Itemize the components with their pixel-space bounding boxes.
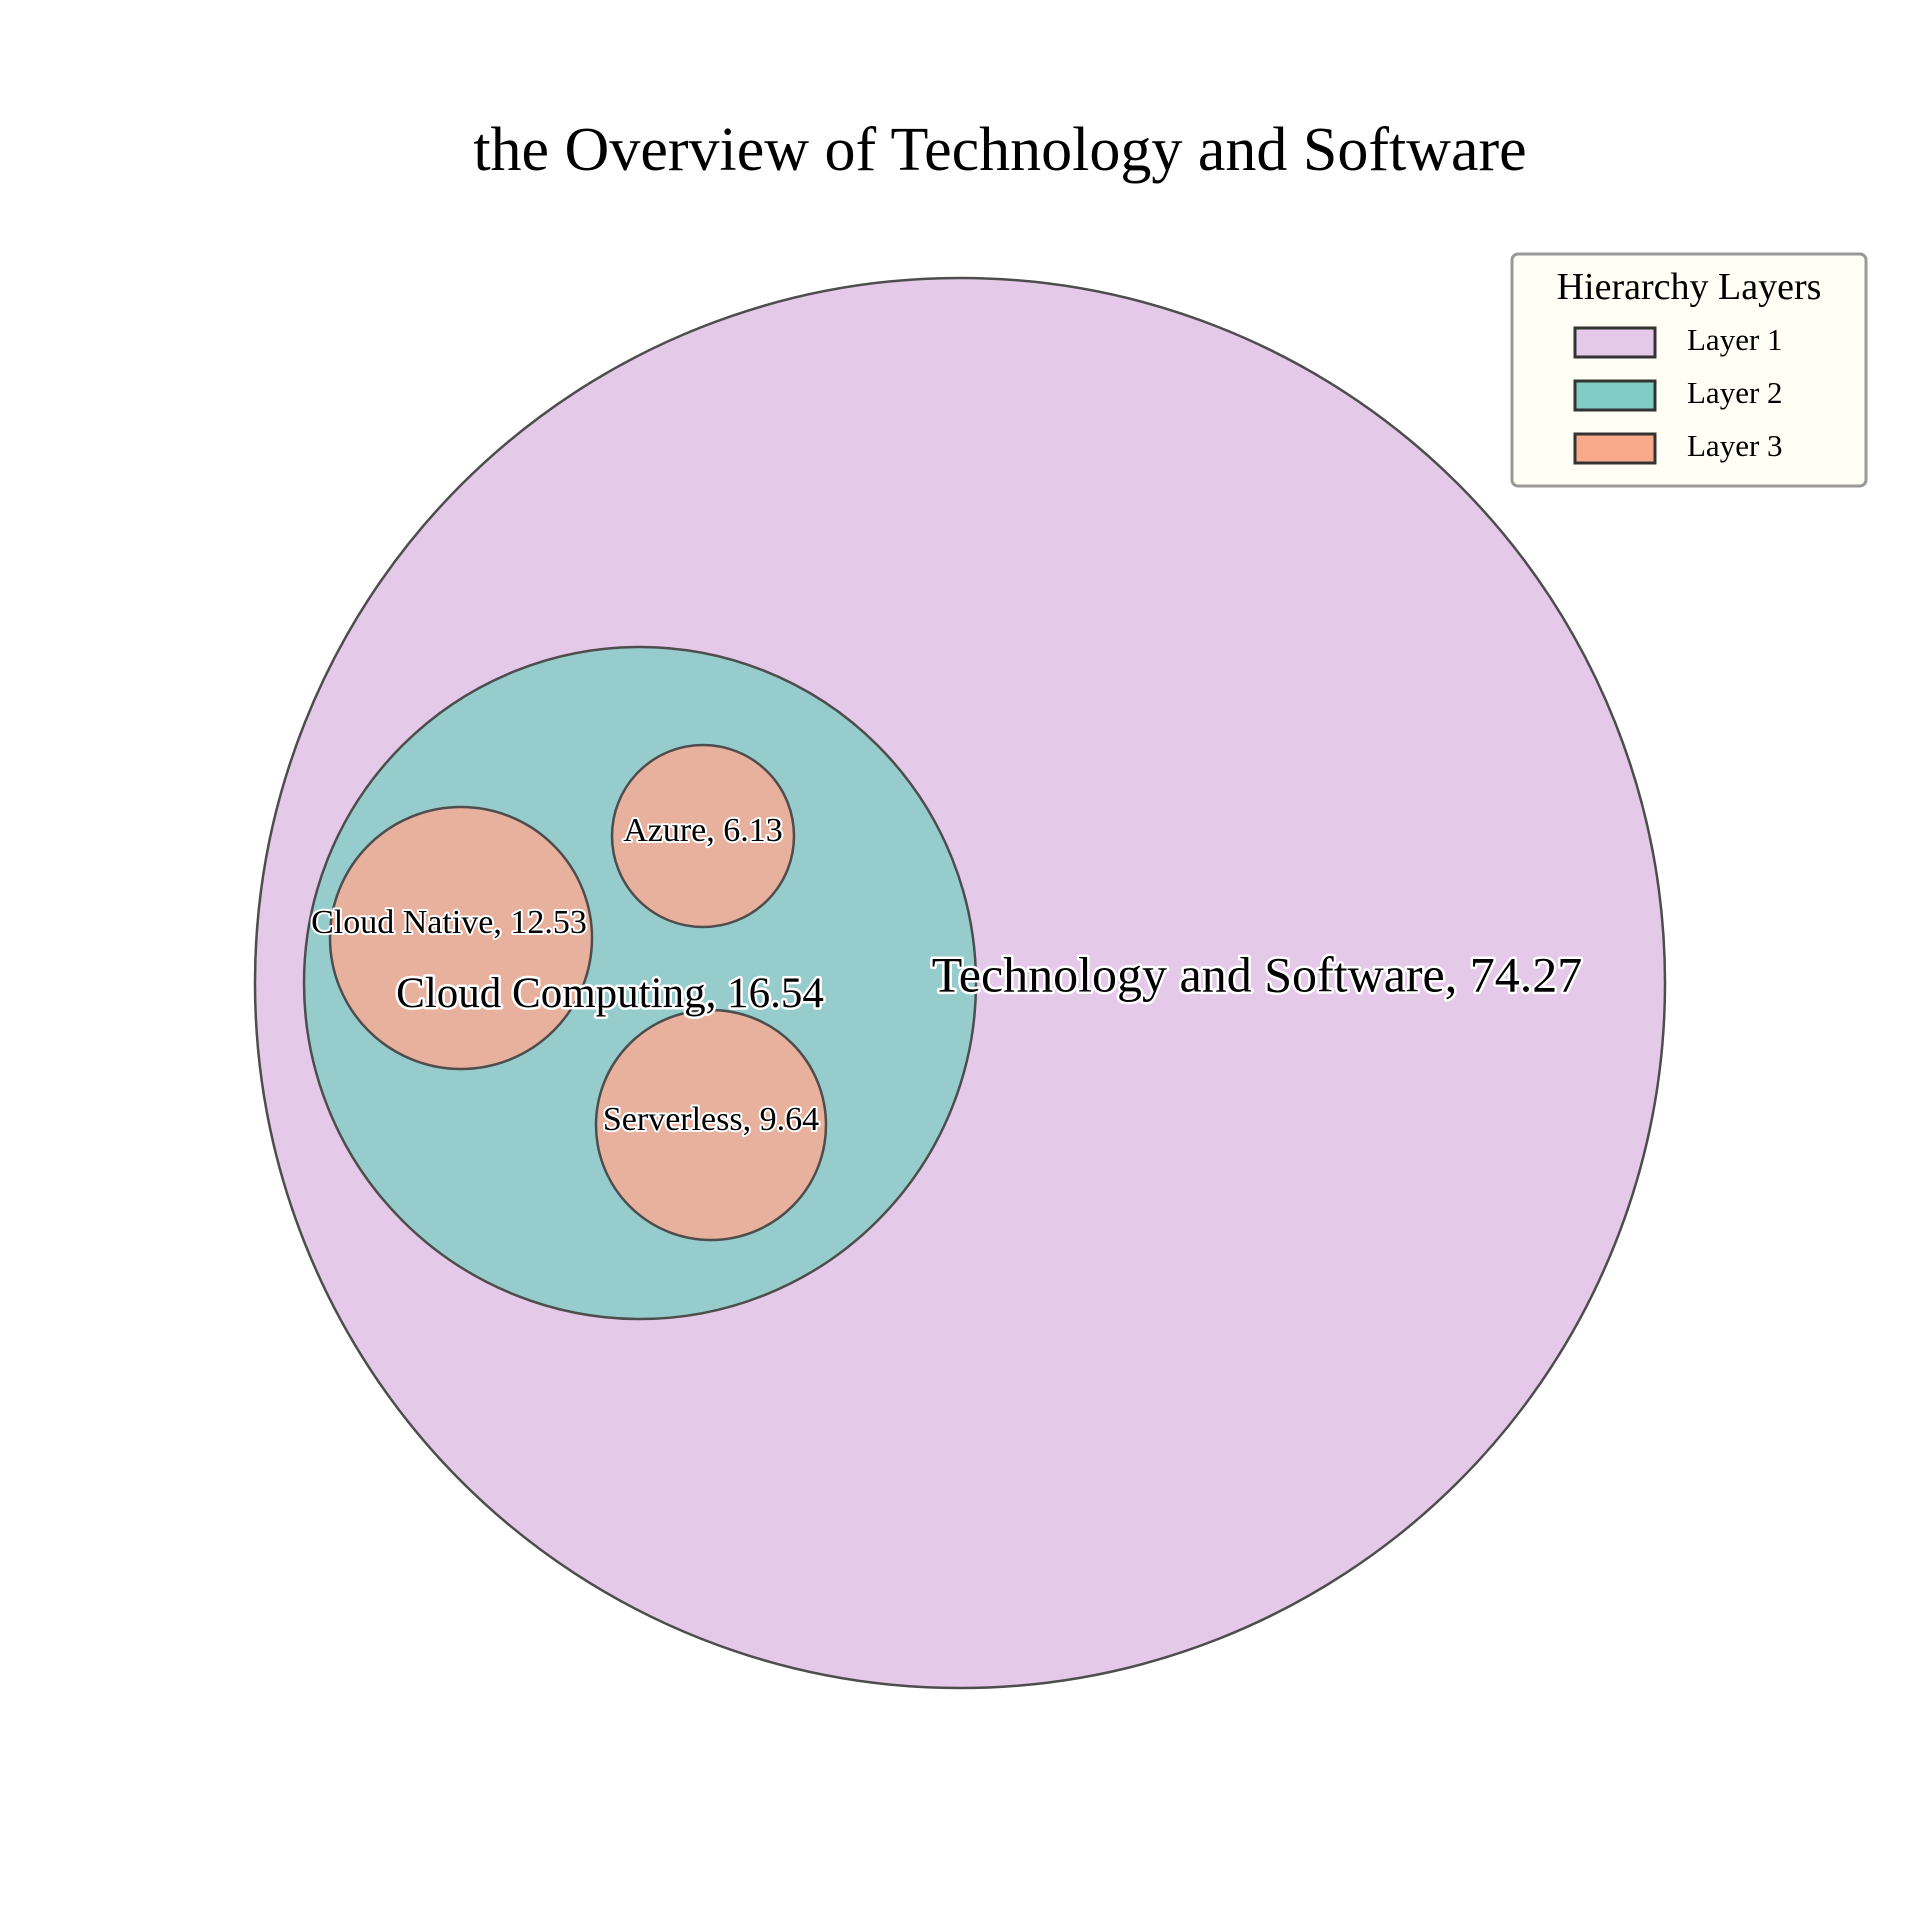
labels-layer: Technology and Software, 74.27 Cloud Comp… [309,810,1585,1140]
bubbles-layer [253,276,1667,1690]
bubble-label-cloud-native: Cloud Native, 12.53 [311,904,587,941]
bubble-label-azure: Azure, 6.13 [623,812,783,849]
legend-swatch-layer-2 [1573,379,1657,412]
legend-title: Hierarchy Layers [1557,266,1822,308]
legend-label-layer-2: Layer 2 [1687,375,1783,410]
legend-label-layer-3: Layer 3 [1687,428,1783,463]
legend-swatch-layer-3 [1573,432,1657,465]
bubble-cloud-native [328,805,594,1071]
bubble-label-cloud-computing: Cloud Computing, 16.54 [396,970,824,1017]
legend-label-layer-1: Layer 1 [1687,322,1783,357]
bubble-label-technology-and-software: Technology and Software, 74.27 [932,946,1583,1002]
legend-items: Layer 1 Layer 2 Layer 3 [1573,322,1783,465]
chart-title: the Overview of Technology and Software [473,116,1526,184]
bubble-azure [610,743,796,929]
bubble-label-serverless: Serverless, 9.64 [603,1101,819,1138]
legend-frame [1510,252,1868,488]
legend-swatch-layer-1 [1573,326,1657,359]
legend: Hierarchy Layers Layer 1 Layer 2 Layer 3 [1510,252,1868,488]
bubble-serverless [594,1008,828,1242]
